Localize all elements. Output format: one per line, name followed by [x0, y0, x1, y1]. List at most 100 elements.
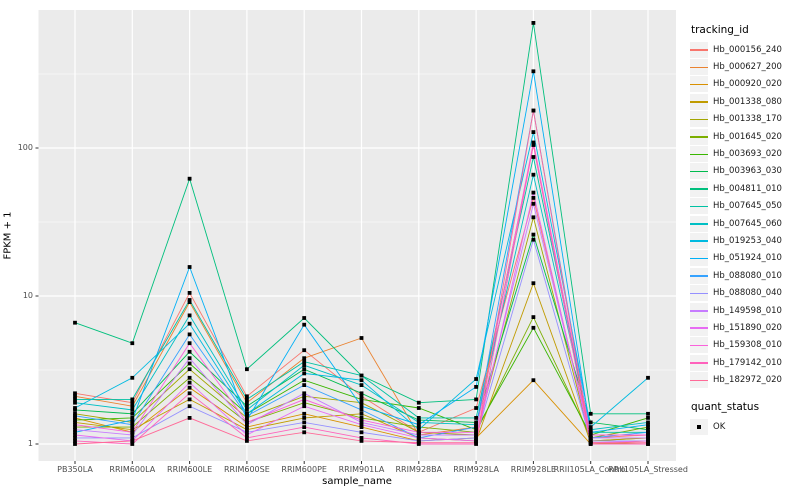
- legend-key-icon: [690, 146, 708, 163]
- data-point: [474, 427, 478, 432]
- legend-key-icon: [690, 215, 708, 232]
- data-point: [416, 422, 421, 427]
- legend-entry-Hb_151890_020: Hb_151890_020: [690, 319, 800, 336]
- legend-label: Hb_000920_020: [713, 79, 782, 90]
- y-tick-label: 1: [27, 439, 33, 448]
- data-point: [416, 400, 421, 405]
- point-marker-icon: [697, 424, 701, 429]
- data-point: [359, 400, 364, 405]
- data-point: [588, 425, 593, 429]
- data-point: [359, 404, 364, 409]
- data-point: [130, 411, 135, 416]
- data-point: [130, 436, 135, 440]
- legend-entry-Hb_001338_080: Hb_001338_080: [690, 93, 800, 110]
- data-point: [73, 320, 77, 325]
- legend-entry-Hb_001645_020: Hb_001645_020: [690, 128, 800, 145]
- legend-entry-ok: OK: [690, 418, 800, 435]
- data-point: [474, 397, 478, 402]
- legend-key-line-icon: [690, 49, 708, 51]
- data-point: [245, 397, 249, 402]
- x-tick-label-RRIM928LE: RRIM928LE: [510, 465, 556, 474]
- data-point: [187, 416, 192, 420]
- data-point: [187, 349, 192, 354]
- data-point: [302, 404, 307, 409]
- data-point: [646, 440, 650, 445]
- data-point: [302, 367, 307, 372]
- data-point: [531, 378, 536, 383]
- legend-key-icon: [690, 180, 708, 197]
- legend-entry-Hb_007645_050: Hb_007645_050: [690, 198, 800, 215]
- data-point: [359, 373, 364, 378]
- legend-key-line-icon: [690, 101, 708, 103]
- legend-key-icon: [690, 250, 708, 267]
- data-point: [416, 433, 421, 437]
- data-point: [359, 425, 364, 429]
- data-point: [474, 436, 478, 440]
- data-point: [474, 425, 478, 429]
- data-point: [588, 440, 593, 445]
- data-point: [359, 397, 364, 402]
- data-point: [245, 433, 249, 437]
- legend-title-quant-status: quant_status: [691, 400, 760, 413]
- legend-key-line-icon: [690, 83, 708, 86]
- data-point: [474, 377, 478, 381]
- data-point: [130, 425, 135, 429]
- data-point: [646, 436, 650, 440]
- legend-label: Hb_000156_240: [713, 44, 782, 55]
- legend-key-icon: [690, 285, 708, 302]
- legend-key-icon: [690, 267, 708, 284]
- legend-entry-Hb_088080_040: Hb_088080_040: [690, 284, 800, 302]
- data-point: [474, 422, 478, 427]
- legend-label: Hb_007645_060: [713, 218, 782, 229]
- data-point: [245, 422, 249, 427]
- data-point: [73, 425, 77, 429]
- data-point: [302, 371, 307, 376]
- data-point: [73, 411, 77, 416]
- data-point: [245, 439, 249, 443]
- data-point: [646, 422, 650, 427]
- data-point: [531, 281, 536, 286]
- data-point: [302, 394, 307, 399]
- data-point: [531, 315, 536, 319]
- data-point: [302, 363, 307, 368]
- data-point: [302, 391, 307, 396]
- legend-key-line-icon: [690, 188, 708, 190]
- data-point: [130, 422, 135, 427]
- data-point: [531, 196, 536, 200]
- legend-key-ok-icon: [690, 418, 708, 435]
- data-point: [531, 237, 536, 242]
- data-point: [416, 427, 421, 432]
- data-point: [531, 140, 536, 145]
- legend-tracking-id: tracking_id Hb_000156_240 Hb_000627_200 Hb…: [690, 24, 800, 435]
- data-point: [302, 416, 307, 420]
- legend-key-line-icon: [690, 344, 708, 347]
- y-axis-title: FPKM + 1: [2, 211, 14, 260]
- data-point: [646, 430, 650, 435]
- data-point: [359, 416, 364, 420]
- legend-label: Hb_019253_040: [713, 235, 782, 246]
- data-point: [531, 130, 536, 134]
- legend-key-line-icon: [690, 136, 708, 138]
- legend-entry-Hb_000156_240: Hb_000156_240: [690, 41, 800, 58]
- data-point: [302, 322, 307, 327]
- legend-label: Hb_001338_080: [713, 96, 782, 107]
- data-point: [416, 440, 421, 445]
- data-point: [130, 433, 135, 437]
- legend-label: Hb_003963_030: [713, 166, 782, 177]
- legend-label: Hb_179142_010: [713, 357, 782, 368]
- data-point: [474, 385, 478, 389]
- legend-label: Hb_007645_050: [713, 201, 782, 212]
- data-point: [531, 215, 536, 220]
- data-point: [646, 433, 650, 437]
- data-point: [646, 411, 650, 416]
- legend-label: Hb_151890_020: [713, 322, 782, 333]
- legend-entry-Hb_159308_010: Hb_159308_010: [690, 337, 800, 354]
- legend-entry-Hb_149598_010: Hb_149598_010: [690, 302, 800, 319]
- data-point: [531, 155, 536, 159]
- data-point: [531, 21, 536, 25]
- data-point: [302, 378, 307, 383]
- data-point: [588, 427, 593, 432]
- legend-title-tracking-id: tracking_id: [691, 24, 749, 36]
- data-point: [130, 439, 135, 443]
